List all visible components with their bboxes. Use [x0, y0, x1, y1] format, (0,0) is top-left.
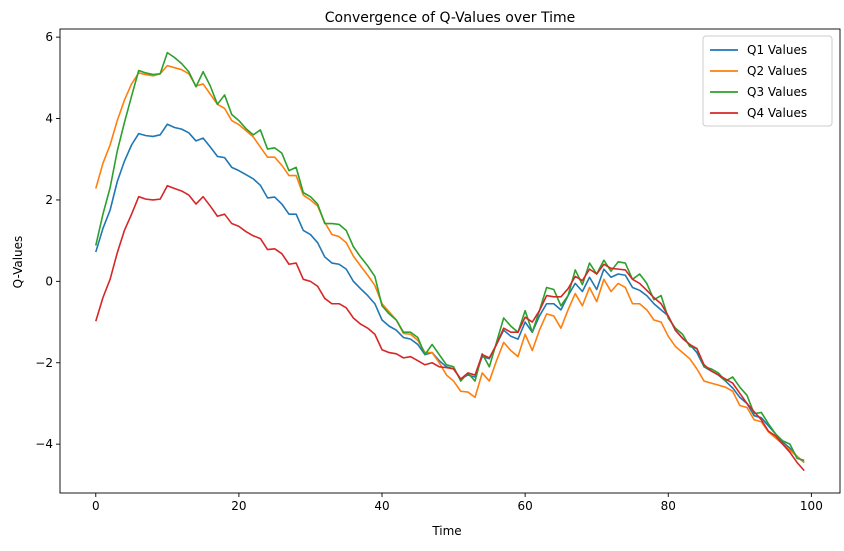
x-tick-label: 40: [374, 499, 389, 513]
plot-area: [95, 51, 805, 472]
series-line-q2: [95, 64, 805, 464]
y-tick-label: −2: [35, 356, 53, 370]
legend: Q1 Values Q2 Values Q3 Values Q4 Values: [702, 35, 833, 127]
y-axis-ticks: −4 −2 0 2 4 6: [35, 30, 60, 451]
x-tick-label: 60: [517, 499, 532, 513]
x-tick-label: 100: [800, 499, 823, 513]
y-tick-label: 6: [45, 30, 53, 44]
plot-frame: [59, 28, 841, 494]
y-axis-label: Q-Values: [11, 236, 25, 289]
x-tick-label: 20: [231, 499, 246, 513]
legend-label-q2: Q2 Values: [747, 64, 807, 78]
x-tick-label: 80: [661, 499, 676, 513]
series-line-q4: [95, 184, 805, 472]
chart-title: Convergence of Q-Values over Time: [325, 10, 575, 26]
legend-entries: Q1 Values Q2 Values Q3 Values Q4 Values: [710, 43, 807, 120]
legend-label-q4: Q4 Values: [747, 106, 807, 120]
y-tick-label: 0: [45, 274, 53, 288]
x-axis-label: Time: [431, 524, 461, 538]
x-tick-label: 0: [92, 499, 100, 513]
legend-frame: [702, 35, 833, 127]
legend-label-q3: Q3 Values: [747, 85, 807, 99]
series-layer: [95, 51, 805, 472]
y-tick-label: 2: [45, 193, 53, 207]
y-tick-label: 4: [45, 112, 53, 126]
y-tick-label: −4: [35, 437, 53, 451]
legend-label-q1: Q1 Values: [747, 43, 807, 57]
x-axis-ticks: 0 20 40 60 80 100: [92, 493, 823, 513]
